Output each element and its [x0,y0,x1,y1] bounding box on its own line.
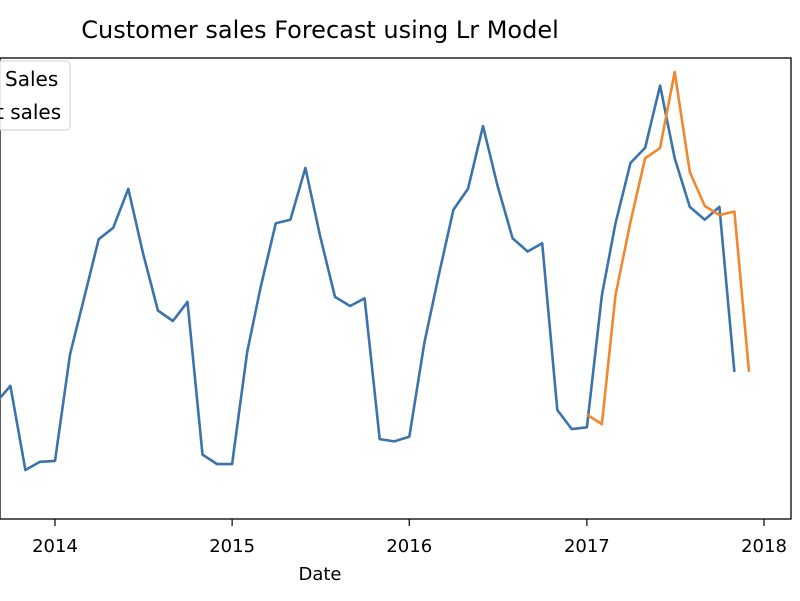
legend-entry-t-sales: t sales [0,100,61,124]
series-line-t-sales [586,70,751,426]
legend-entry-sales: Sales [5,67,58,91]
chart-title: Customer sales Forecast using Lr Model [81,16,559,44]
plot-frame [0,57,792,520]
x-axis-ticks: 2014 2015 2016 2017 2018 [32,519,787,557]
x-tick-label: 2014 [32,536,78,557]
x-tick-label: 2015 [209,536,255,557]
x-tick-label: 2016 [386,536,432,557]
series-line-sales [0,84,736,472]
x-tick-label: 2018 [741,536,787,557]
x-tick-label: 2017 [564,536,610,557]
series-layer [0,70,751,472]
legend: Sales t sales [0,60,71,131]
legend-box [0,60,71,131]
x-axis-label: Date [298,564,341,585]
